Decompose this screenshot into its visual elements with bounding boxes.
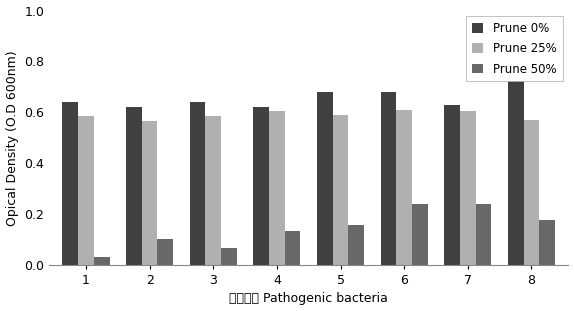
Bar [523,120,540,265]
Bar [444,104,460,265]
Bar [381,92,396,265]
Bar [285,230,300,265]
Bar [157,239,173,265]
Bar [269,111,285,265]
Bar [94,257,110,265]
Bar [508,67,523,265]
Bar [317,92,333,265]
Bar [253,107,269,265]
Bar [396,110,412,265]
Bar [63,102,78,265]
Bar [540,220,555,265]
X-axis label: 수산질병 Pathogenic bacteria: 수산질병 Pathogenic bacteria [229,292,388,305]
Bar [412,204,428,265]
Bar [78,116,94,265]
Bar [460,111,476,265]
Bar [476,204,491,265]
Bar [189,102,205,265]
Y-axis label: Opical Density (O.D 600nm): Opical Density (O.D 600nm) [6,50,18,225]
Bar [348,225,364,265]
Bar [126,107,142,265]
Legend: Prune 0%, Prune 25%, Prune 50%: Prune 0%, Prune 25%, Prune 50% [466,16,563,81]
Bar [333,115,348,265]
Bar [142,121,157,265]
Bar [221,248,237,265]
Bar [205,116,221,265]
